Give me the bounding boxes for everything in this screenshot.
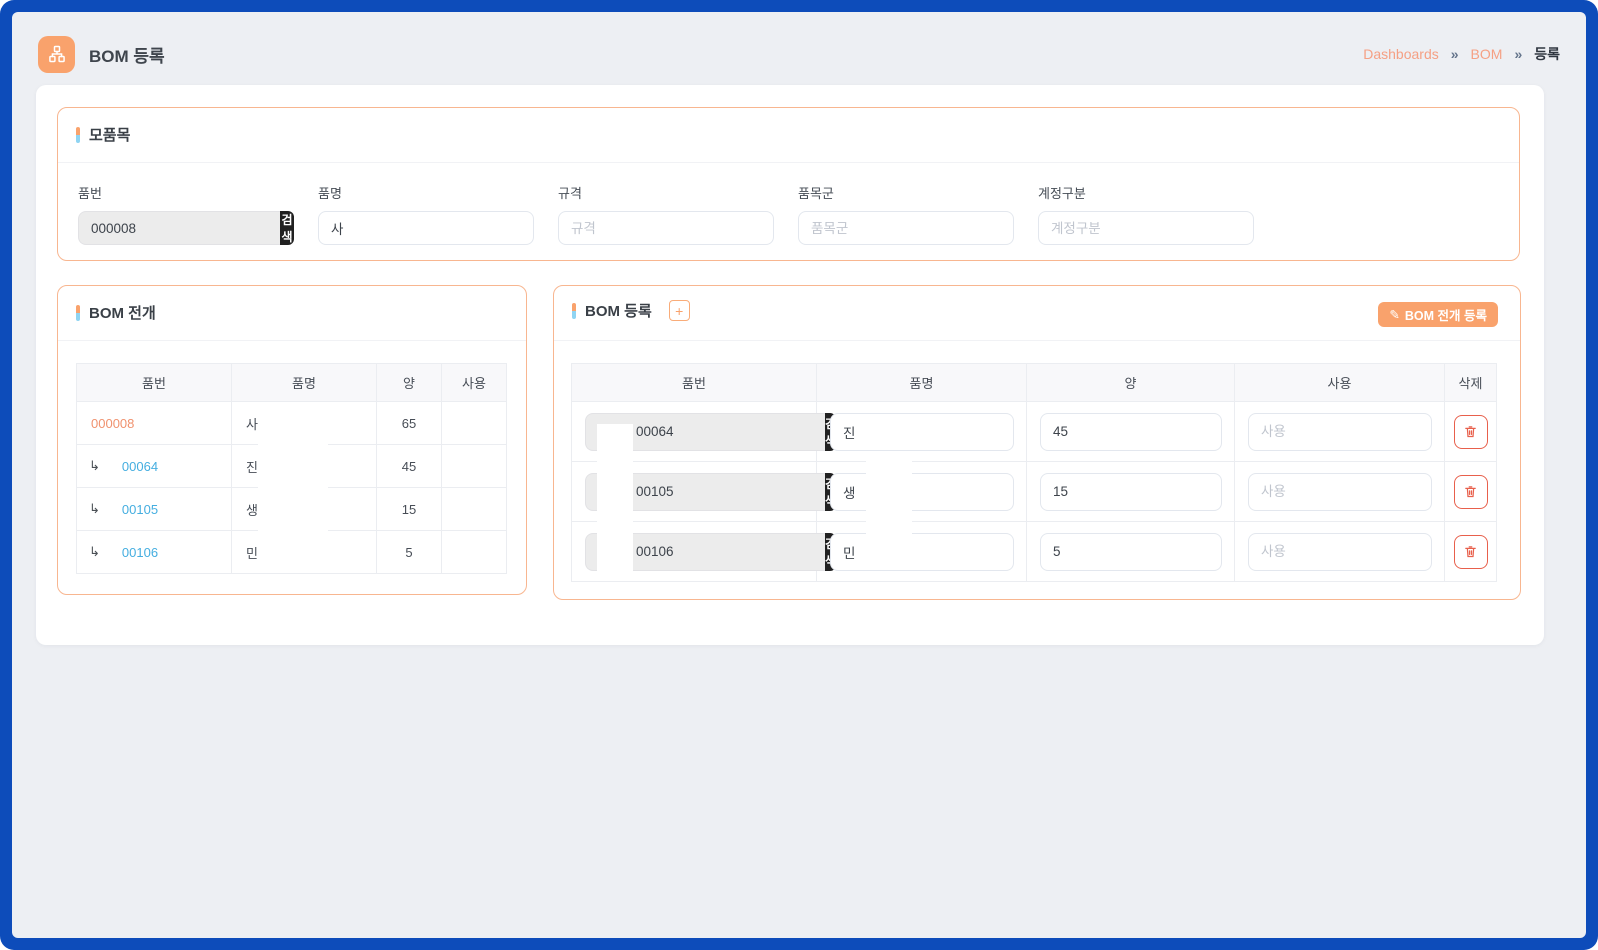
- reg-col-name: 품명: [816, 363, 1027, 402]
- title-marker: [572, 302, 576, 319]
- tree-branch-icon: ↳: [89, 544, 100, 559]
- bom-register-panel: BOM 등록 + ✎ BOM 전개 등록 품번 품명 양 사용: [553, 285, 1521, 600]
- tree-row-use: [441, 530, 507, 574]
- reg-name-input[interactable]: [830, 412, 1014, 451]
- field-item-name: 품명: [318, 183, 534, 245]
- tree-col-code: 품번: [76, 363, 232, 402]
- reg-qty-input[interactable]: [1040, 532, 1222, 571]
- reg-use-input[interactable]: [1248, 472, 1432, 511]
- item-code-input[interactable]: [78, 211, 280, 245]
- reg-qty-input[interactable]: [1040, 472, 1222, 511]
- tree-row-code-link[interactable]: 00064: [121, 458, 159, 474]
- parent-item-title: 모품목: [76, 124, 130, 145]
- tree-row-use: [441, 401, 507, 445]
- bom-register-table: 품번 품명 양 사용 삭제 검색: [571, 363, 1497, 582]
- trash-icon: [1465, 486, 1476, 498]
- panel-divider: [554, 340, 1520, 341]
- parent-item-panel: 모품목 품번 검색 품명 규: [57, 107, 1520, 261]
- trash-icon: [1465, 546, 1476, 558]
- item-group-input[interactable]: [798, 211, 1014, 245]
- bom-register-submit-button[interactable]: ✎ BOM 전개 등록: [1378, 302, 1498, 327]
- tree-row-qty: 65: [376, 401, 442, 445]
- reg-qty-input[interactable]: [1040, 412, 1222, 451]
- reg-col-qty: 양: [1026, 363, 1235, 402]
- item-code-label: 품번: [78, 186, 102, 201]
- tree-branch-icon: ↳: [89, 501, 100, 516]
- panel-divider: [58, 162, 1519, 163]
- topbar: BOM 등록 Dashboards » BOM » 등록: [38, 30, 1560, 78]
- account-type-input[interactable]: [1038, 211, 1254, 245]
- panel-divider: [58, 340, 526, 341]
- item-spec-label: 규격: [558, 186, 582, 201]
- bom-tree-title: BOM 전개: [76, 302, 156, 323]
- bom-tree-title-label: BOM 전개: [89, 305, 156, 322]
- tree-row-qty: 15: [376, 487, 442, 531]
- tree-col-name: 품명: [231, 363, 377, 402]
- reg-name-input[interactable]: [830, 472, 1014, 511]
- table-row: 검색: [571, 461, 1497, 522]
- item-spec-input[interactable]: [558, 211, 774, 245]
- title-marker: [76, 304, 80, 321]
- item-group-label: 품목군: [798, 186, 834, 201]
- field-account-type: 계정구분: [1038, 183, 1254, 245]
- reg-use-input[interactable]: [1248, 532, 1432, 571]
- add-row-button[interactable]: +: [668, 300, 690, 321]
- breadcrumb-bom[interactable]: BOM: [1470, 46, 1503, 62]
- reg-use-input[interactable]: [1248, 412, 1432, 451]
- field-item-code: 품번 검색: [78, 183, 294, 245]
- breadcrumb-dashboards[interactable]: Dashboards: [1363, 46, 1439, 62]
- breadcrumb-separator-icon: »: [1514, 46, 1523, 62]
- bom-tree-table: 품번 품명 양 사용 000008 사 65: [76, 363, 507, 574]
- reg-name-input[interactable]: [830, 532, 1014, 571]
- reg-col-code: 품번: [571, 363, 817, 402]
- parent-item-title-label: 모품목: [89, 127, 131, 144]
- bom-register-title-label: BOM 등록: [585, 303, 652, 320]
- redaction-overlay: [597, 424, 633, 574]
- delete-row-button[interactable]: [1453, 414, 1488, 449]
- breadcrumb-separator-icon: »: [1450, 46, 1459, 62]
- tree-branch-icon: ↳: [89, 458, 100, 473]
- trash-icon: [1465, 426, 1476, 438]
- field-item-spec: 규격: [558, 183, 774, 245]
- field-item-group: 품목군: [798, 183, 1014, 245]
- redaction-overlay: [258, 412, 328, 570]
- table-row: 검색: [571, 521, 1497, 582]
- breadcrumb: Dashboards » BOM » 등록: [1363, 44, 1560, 64]
- page-background: BOM 등록 Dashboards » BOM » 등록 모품목: [12, 12, 1586, 938]
- pencil-icon: ✎: [1389, 308, 1400, 322]
- table-row: 검색: [571, 401, 1497, 462]
- page-title: BOM 등록: [89, 46, 165, 66]
- reg-col-delete: 삭제: [1444, 363, 1497, 402]
- title-marker: [76, 126, 80, 143]
- tree-row-qty: 5: [376, 530, 442, 574]
- account-type-label: 계정구분: [1038, 186, 1086, 201]
- table-row: ↳ 00105 생 15: [76, 487, 507, 531]
- tree-row-code-link[interactable]: 00105: [121, 501, 159, 517]
- item-name-input[interactable]: [318, 211, 534, 245]
- tree-col-qty: 양: [376, 363, 442, 402]
- redaction-overlay: [866, 456, 912, 545]
- tree-row-code: 000008: [76, 401, 232, 445]
- tree-row-qty: 45: [376, 444, 442, 488]
- delete-row-button[interactable]: [1453, 534, 1488, 569]
- breadcrumb-current: 등록: [1534, 46, 1560, 62]
- item-name-label: 품명: [318, 186, 342, 201]
- tree-row-use: [441, 444, 507, 488]
- bom-register-submit-label: BOM 전개 등록: [1404, 309, 1487, 323]
- delete-row-button[interactable]: [1453, 474, 1488, 509]
- reg-col-use: 사용: [1234, 363, 1445, 402]
- tree-row-use: [441, 487, 507, 531]
- bom-sitemap-icon: [38, 35, 75, 73]
- item-code-search-button[interactable]: 검색: [280, 211, 294, 245]
- tree-col-use: 사용: [441, 363, 507, 402]
- table-row: ↳ 00106 민 5: [76, 530, 507, 574]
- tree-row-code-link[interactable]: 00106: [121, 544, 159, 560]
